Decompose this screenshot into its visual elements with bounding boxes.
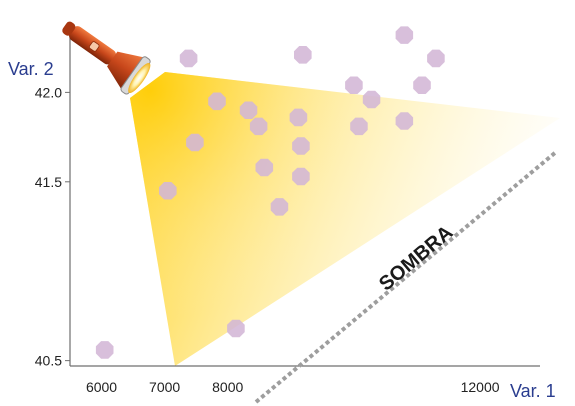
data-point: [186, 133, 204, 152]
data-point: [427, 49, 445, 68]
data-point: [395, 112, 414, 130]
data-point: [362, 90, 381, 109]
data-point: [239, 101, 258, 119]
flashlight-icon: [62, 21, 151, 95]
data-point: [270, 198, 289, 216]
data-point: [345, 76, 363, 94]
tick-group: 6000 7000 8000 12000 40.5 41.5 42.0: [35, 84, 500, 395]
points-group: [95, 26, 445, 359]
x-tick-label: 12000: [461, 379, 500, 395]
data-point: [413, 76, 431, 94]
shadow-line: [254, 150, 558, 404]
data-point: [289, 108, 308, 127]
data-point: [350, 117, 368, 136]
x-axis-label: Var. 1: [510, 381, 556, 401]
x-tick-label: 6000: [86, 379, 117, 395]
x-tick-label: 7000: [149, 379, 180, 395]
data-point: [227, 319, 245, 338]
y-tick-label: 41.5: [35, 174, 62, 190]
data-point: [395, 26, 414, 44]
annotation-label: SOMBRA: [375, 221, 457, 295]
data-point: [292, 137, 310, 155]
light-beam-core: [130, 72, 560, 366]
data-point: [292, 167, 310, 186]
data-point: [208, 92, 226, 111]
y-tick-label: 40.5: [35, 353, 62, 369]
y-tick-label: 42.0: [35, 84, 62, 100]
y-axis-label: Var. 2: [8, 59, 54, 79]
data-point: [294, 46, 312, 64]
data-point: [159, 182, 177, 200]
data-point: [179, 49, 198, 68]
x-tick-label: 8000: [212, 379, 243, 395]
data-point: [255, 158, 274, 177]
data-point: [95, 341, 114, 359]
data-point: [249, 117, 268, 136]
